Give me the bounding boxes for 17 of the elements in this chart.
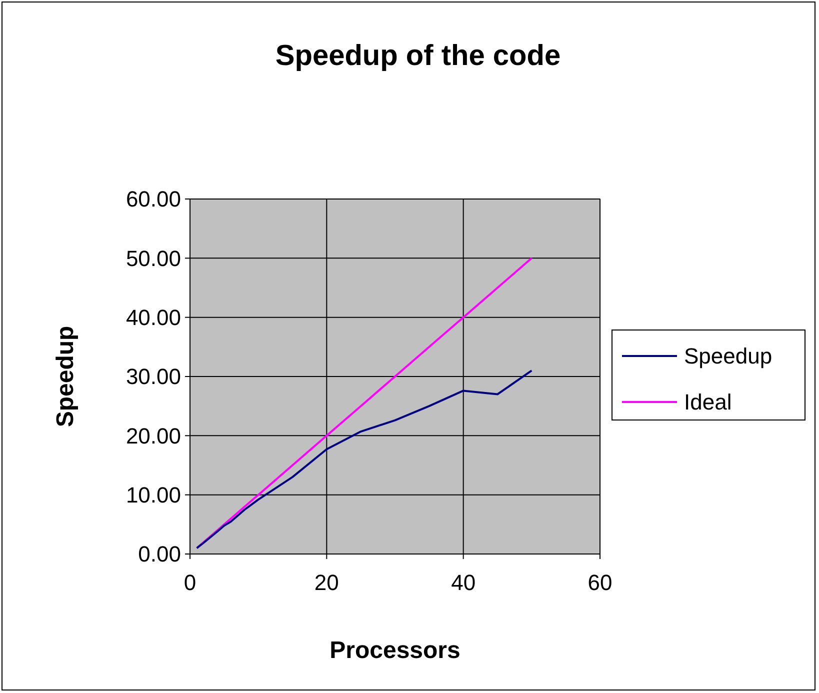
legend-label: Ideal — [684, 390, 732, 415]
x-axis-title: Processors — [330, 637, 460, 664]
y-tick-label: 10.00 — [126, 482, 181, 508]
y-tick-label: 60.00 — [126, 186, 181, 212]
legend-label: Speedup — [684, 344, 772, 369]
x-tick-label: 40 — [451, 570, 476, 595]
x-tick-label: 0 — [184, 570, 196, 595]
y-tick-label: 40.00 — [126, 305, 181, 330]
x-tick-label: 20 — [314, 570, 339, 595]
y-axis-title: Speedup — [52, 326, 79, 428]
y-tick-label: 20.00 — [126, 423, 181, 448]
y-tick-label: 0.00 — [138, 542, 181, 567]
y-tick-label: 30.00 — [126, 364, 181, 390]
line-series — [196, 370, 533, 550]
y-tick-label: 50.00 — [126, 246, 181, 271]
x-tick-label: 60 — [588, 570, 612, 595]
chart-title: Speedup of the code — [275, 40, 561, 72]
